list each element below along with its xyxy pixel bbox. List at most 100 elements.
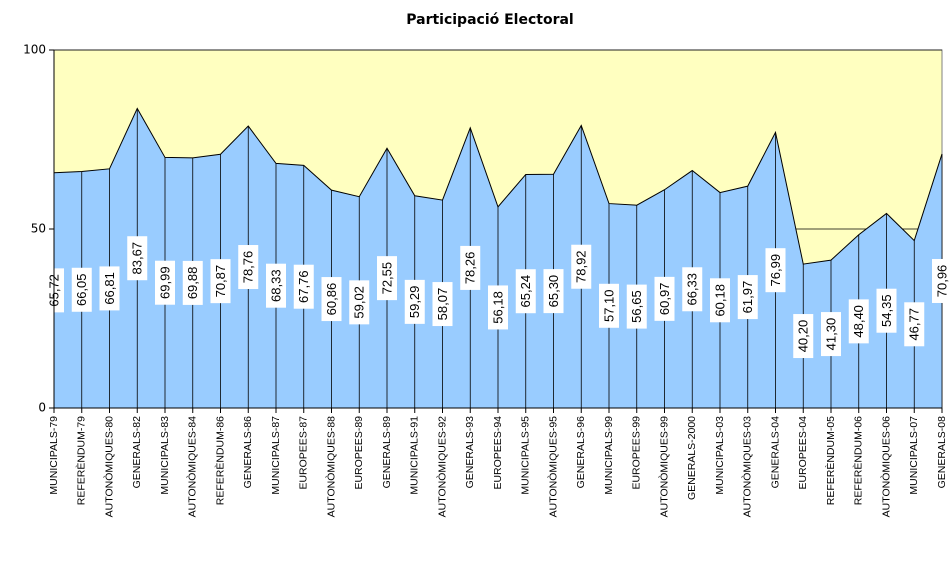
x-tick-label: EUROPEES-99 [631, 416, 643, 490]
data-label: 56,18 [488, 285, 508, 330]
x-tick-label: MUNICIPALS-79 [48, 416, 60, 495]
data-label: 69,88 [182, 260, 203, 305]
data-label: 60,18 [710, 278, 730, 323]
data-label-box [876, 288, 897, 333]
data-label-box [127, 236, 148, 281]
data-label-text: 66,33 [685, 273, 700, 306]
data-label-box [210, 259, 231, 304]
data-label-text: 69,99 [157, 266, 172, 299]
data-label: 60,97 [654, 276, 675, 321]
data-label-box [182, 260, 203, 305]
data-label-text: 40,20 [796, 320, 811, 353]
data-label-box [654, 276, 675, 321]
data-label-text: 46,77 [907, 308, 922, 341]
x-tick-label: AUTONÒMIQUES-84 [186, 416, 199, 517]
data-label-box [488, 285, 508, 330]
data-label: 70,87 [210, 259, 231, 304]
x-tick-label: REFERÈNDUM-79 [75, 416, 88, 505]
data-label: 70,96 [932, 258, 952, 303]
data-label: 83,67 [127, 236, 148, 281]
data-label-box [349, 280, 370, 325]
x-tick-label: GENERALS-89 [381, 416, 393, 489]
x-tick-label: EUROPEES-89 [353, 416, 365, 490]
x-tick-label: GENERALS-93 [464, 416, 476, 489]
data-label-box [238, 245, 259, 290]
data-label: 78,76 [238, 245, 259, 290]
data-label-text: 59,02 [352, 286, 367, 319]
data-label-box [99, 266, 120, 311]
data-label: 66,05 [71, 267, 92, 312]
data-label: 67,76 [293, 264, 314, 309]
data-label-text: 41,30 [823, 318, 838, 351]
x-tick-label: GENERALS-96 [575, 416, 587, 489]
y-tick-label: 50 [31, 222, 46, 236]
data-label-text: 59,29 [407, 286, 422, 319]
data-label-text: 54,35 [879, 294, 894, 327]
chart-title: Participació Electoral [406, 12, 574, 28]
data-label-box [321, 277, 342, 322]
data-label-text: 65,24 [518, 275, 533, 308]
data-label: 78,26 [460, 245, 481, 290]
data-label-text: 78,92 [574, 250, 589, 283]
data-label: 66,81 [99, 266, 120, 311]
data-label: 54,35 [876, 288, 897, 333]
data-label-box [737, 275, 758, 320]
x-tick-label: AUTONÒMIQUES-95 [546, 416, 559, 517]
y-tick-label: 0 [38, 401, 46, 415]
data-label-text: 61,97 [740, 281, 755, 314]
y-tick-label: 100 [23, 43, 46, 57]
data-label: 58,07 [432, 282, 453, 327]
data-label-text: 66,05 [74, 273, 89, 306]
data-label-text: 72,55 [379, 262, 394, 295]
data-label-box [515, 269, 536, 314]
data-label-text: 70,96 [934, 265, 949, 298]
data-label-box [432, 282, 453, 327]
data-label-text: 78,26 [463, 252, 478, 285]
data-label: 69,99 [155, 260, 175, 305]
data-label: 65,24 [515, 269, 536, 314]
data-label-text: 65,30 [546, 275, 561, 308]
x-tick-label: MUNICIPALS-91 [409, 416, 421, 495]
x-tick-label: EUROPEES-87 [298, 416, 310, 490]
data-label: 66,33 [682, 267, 703, 312]
data-label-text: 60,86 [324, 283, 339, 316]
data-label-box [932, 258, 952, 303]
data-label: 76,99 [765, 248, 786, 293]
data-label-box [404, 279, 425, 324]
x-tick-label: GENERALS-82 [131, 416, 143, 489]
x-tick-label: EUROPEES-04 [797, 416, 809, 490]
data-label: 41,30 [821, 312, 841, 357]
data-label-box [682, 267, 703, 312]
area-outline [53, 107, 943, 265]
data-label: 59,29 [404, 279, 425, 324]
x-tick-label: EUROPEES-94 [492, 416, 504, 490]
data-label-text: 76,99 [768, 254, 783, 287]
data-label-box [599, 283, 619, 328]
data-label-box [821, 312, 841, 357]
data-label: 57,10 [599, 283, 619, 328]
x-tick-label: REFERÈNDUM-05 [824, 416, 837, 505]
data-label: 68,33 [266, 263, 286, 308]
x-tick-label: MUNICIPALS-95 [520, 416, 532, 495]
data-label-text: 83,67 [130, 242, 145, 275]
x-tick-label: AUTONÒMIQUES-80 [102, 416, 115, 517]
data-label-box [460, 245, 481, 290]
data-label-text: 66,81 [102, 272, 117, 305]
data-label-box [710, 278, 730, 323]
data-label: 60,86 [321, 277, 342, 322]
data-label: 56,65 [626, 284, 647, 329]
data-label-text: 56,18 [490, 291, 505, 324]
data-label: 40,20 [793, 314, 814, 359]
x-tick-label: GENERALS-04 [769, 416, 781, 489]
data-label: 78,92 [571, 244, 592, 289]
data-label: 72,55 [377, 256, 397, 301]
x-tick-label: GENERALS-86 [242, 416, 254, 489]
data-label-text: 56,65 [629, 290, 644, 323]
x-tick-label: AUTONÒMIQUES-03 [741, 416, 754, 517]
data-label-box [543, 269, 564, 314]
data-label-box [904, 302, 925, 347]
x-tick-label: GENERALS-08 [936, 416, 948, 489]
x-tick-label: MUNICIPALS-99 [603, 416, 615, 495]
x-tick-label: GENERALS-2000 [686, 416, 698, 500]
x-tick-label: AUTONÒMIQUES-99 [657, 416, 670, 517]
